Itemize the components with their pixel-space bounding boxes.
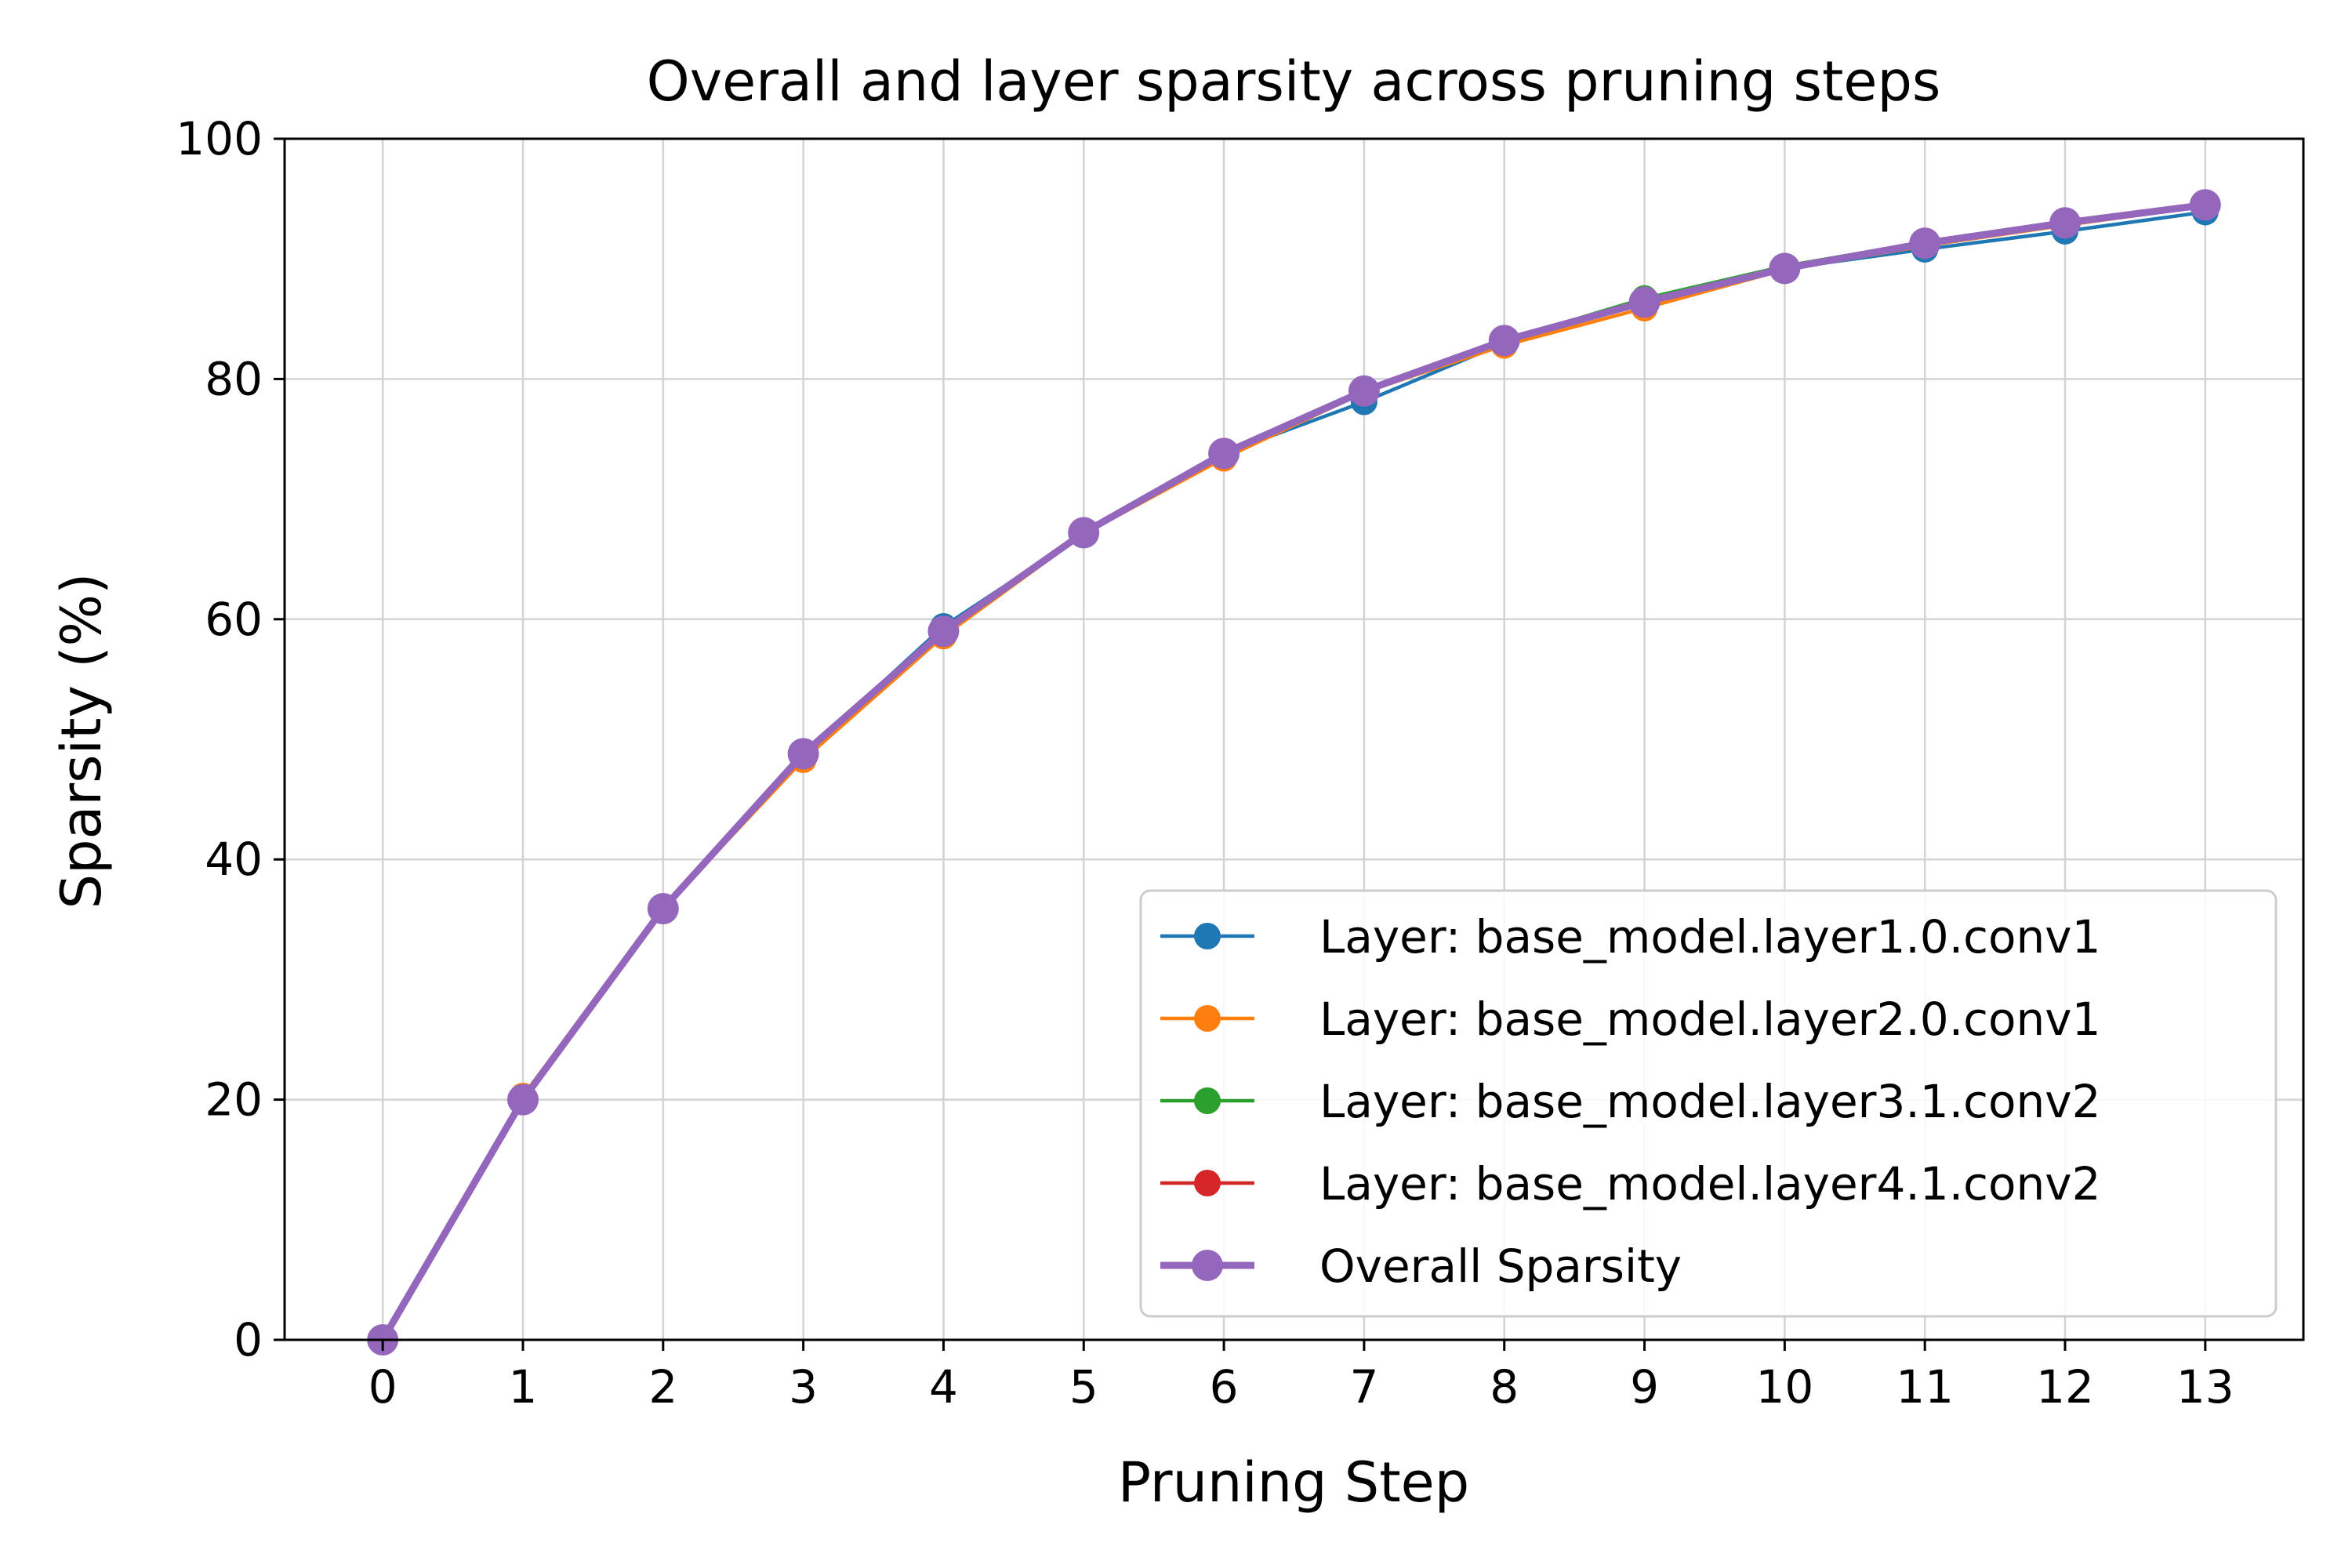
chart-title: Overall and layer sparsity across prunin… [647, 49, 1941, 114]
x-tick-label: 13 [2176, 1360, 2234, 1414]
data-point [2049, 207, 2082, 239]
y-tick-label: 80 [205, 352, 263, 405]
y-axis-label: Sparsity (%) [49, 573, 114, 909]
data-point [1208, 437, 1240, 470]
legend-marker [1194, 1005, 1221, 1032]
legend-box [1139, 889, 2278, 1318]
x-tick-label: 10 [1755, 1360, 1813, 1414]
data-point [787, 738, 819, 770]
data-point [1348, 375, 1380, 407]
data-point [1909, 227, 1941, 260]
x-tick-label: 8 [1490, 1360, 1519, 1414]
plot-frame [283, 137, 2305, 1341]
legend-label: Overall Sparsity [1319, 1240, 1682, 1293]
data-point [647, 893, 679, 925]
series-5 [367, 189, 2221, 1356]
y-tick-label: 60 [205, 593, 263, 646]
x-tick-label: 11 [1896, 1360, 1954, 1414]
y-tick-label: 100 [176, 112, 263, 165]
x-tick-label: 6 [1210, 1360, 1239, 1414]
x-tick-label: 9 [1630, 1360, 1659, 1414]
x-tick-label: 0 [368, 1360, 397, 1414]
legend-entry: Layer: base_model.layer2.0.conv1 [1160, 993, 2101, 1046]
legend-entry: Layer: base_model.layer3.1.conv2 [1160, 1075, 2101, 1128]
data-point [2189, 189, 2221, 221]
x-tick-label: 1 [509, 1360, 538, 1414]
legend-marker [1194, 923, 1221, 949]
y-tick-label: 20 [205, 1073, 263, 1127]
x-tick-label: 3 [789, 1360, 818, 1414]
data-point [1068, 517, 1100, 549]
data-point [927, 615, 960, 648]
x-tick-label: 7 [1349, 1360, 1378, 1414]
legend-label: Layer: base_model.layer2.0.conv1 [1319, 993, 2101, 1046]
legend-label: Layer: base_model.layer1.0.conv1 [1319, 910, 2101, 964]
legend-label: Layer: base_model.layer4.1.conv2 [1319, 1157, 2101, 1210]
legend-entry: Layer: base_model.layer1.0.conv1 [1160, 910, 2101, 964]
y-tick-label: 40 [205, 833, 263, 886]
legend-entry: Overall Sparsity [1160, 1240, 1682, 1293]
y-tick-label: 0 [234, 1313, 263, 1367]
x-tick-label: 4 [929, 1360, 958, 1414]
legend-label: Layer: base_model.layer3.1.conv2 [1319, 1075, 2101, 1128]
series-line [379, 201, 2206, 1342]
x-tick-label: 2 [648, 1360, 677, 1414]
x-axis-label: Pruning Step [1118, 1450, 1469, 1515]
data-point [1769, 252, 1801, 285]
legend-marker [1192, 1250, 1223, 1281]
legend: Layer: base_model.layer1.0.conv1 Layer: b… [1139, 889, 2278, 1318]
legend-entry: Layer: base_model.layer4.1.conv2 [1160, 1157, 2101, 1210]
x-tick-label: 12 [2036, 1360, 2094, 1414]
legend-marker [1194, 1087, 1221, 1114]
data-point [1488, 325, 1520, 357]
data-point [1628, 286, 1661, 318]
legend-marker [1194, 1170, 1221, 1196]
data-series [367, 189, 2221, 1356]
data-point [506, 1083, 539, 1116]
x-tick-label: 5 [1069, 1360, 1098, 1414]
